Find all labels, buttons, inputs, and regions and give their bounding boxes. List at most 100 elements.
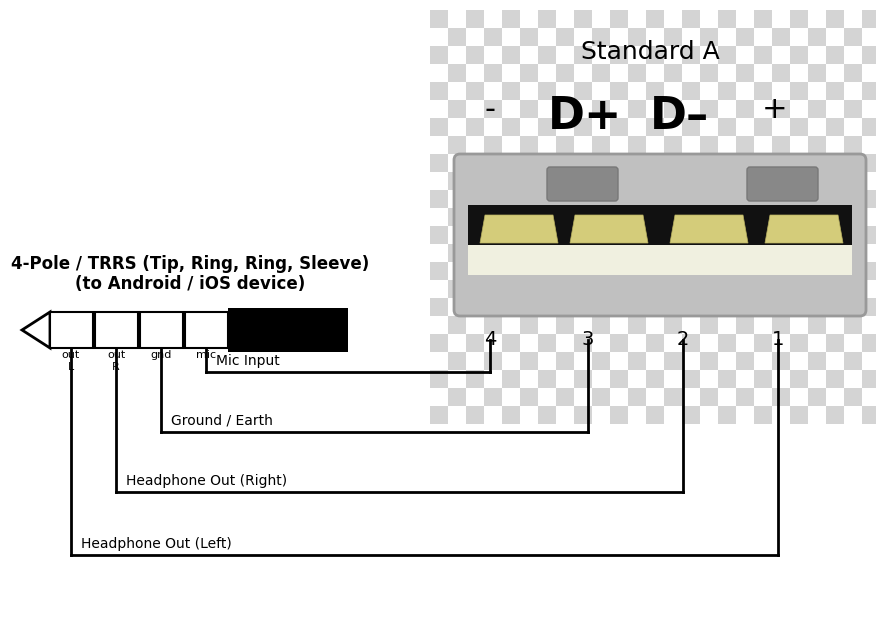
Bar (718, 154, 736, 172)
Bar (682, 370, 700, 388)
Bar (700, 298, 718, 316)
Bar (682, 82, 700, 100)
Bar (718, 28, 736, 46)
Bar (808, 352, 826, 370)
Bar (430, 28, 448, 46)
Bar (682, 352, 700, 370)
Bar (736, 406, 754, 424)
Bar (430, 10, 448, 28)
Bar (592, 244, 610, 262)
Bar (520, 190, 538, 208)
Bar (682, 280, 700, 298)
Bar (736, 46, 754, 64)
Bar (754, 334, 772, 352)
Bar (574, 100, 592, 118)
Bar (592, 154, 610, 172)
Bar (736, 262, 754, 280)
Bar (538, 28, 556, 46)
Bar (808, 46, 826, 64)
Text: gnd: gnd (151, 350, 172, 360)
Bar (736, 136, 754, 154)
Bar (466, 136, 484, 154)
Bar (646, 280, 664, 298)
Bar (556, 46, 574, 64)
Bar (538, 46, 556, 64)
Bar (538, 154, 556, 172)
Bar (430, 334, 448, 352)
Bar (484, 208, 502, 226)
Bar (754, 82, 772, 100)
Bar (520, 118, 538, 136)
Bar (610, 370, 628, 388)
Bar (790, 352, 808, 370)
Bar (448, 280, 466, 298)
Bar (430, 154, 448, 172)
Bar (502, 118, 520, 136)
Bar (844, 262, 862, 280)
Bar (754, 136, 772, 154)
Bar (808, 280, 826, 298)
Bar (700, 262, 718, 280)
Bar (574, 316, 592, 334)
Bar (538, 190, 556, 208)
Bar (754, 406, 772, 424)
Bar (682, 28, 700, 46)
Bar (718, 370, 736, 388)
Bar (502, 244, 520, 262)
Bar (430, 100, 448, 118)
Bar (430, 64, 448, 82)
Bar (808, 262, 826, 280)
Bar (790, 46, 808, 64)
Bar (538, 172, 556, 190)
Bar (646, 406, 664, 424)
Bar (520, 154, 538, 172)
Bar (430, 46, 448, 64)
Bar (520, 352, 538, 370)
FancyBboxPatch shape (747, 167, 818, 201)
Bar (700, 28, 718, 46)
Bar (430, 172, 448, 190)
Bar (466, 298, 484, 316)
Bar (682, 100, 700, 118)
Bar (646, 100, 664, 118)
Bar (718, 10, 736, 28)
Bar (790, 100, 808, 118)
Bar (448, 298, 466, 316)
Bar (628, 226, 646, 244)
Bar (844, 370, 862, 388)
Bar (772, 316, 790, 334)
Bar (754, 298, 772, 316)
Bar (844, 280, 862, 298)
Bar (556, 406, 574, 424)
Bar (682, 406, 700, 424)
Bar (646, 118, 664, 136)
FancyBboxPatch shape (454, 154, 866, 316)
Bar (700, 208, 718, 226)
Bar (808, 334, 826, 352)
Bar (682, 334, 700, 352)
Bar (862, 370, 876, 388)
Bar (448, 136, 466, 154)
Bar (574, 118, 592, 136)
Bar (646, 10, 664, 28)
Bar (556, 10, 574, 28)
Bar (574, 64, 592, 82)
Bar (520, 388, 538, 406)
Bar (664, 190, 682, 208)
Bar (502, 64, 520, 82)
Bar (682, 262, 700, 280)
Bar (862, 190, 876, 208)
Bar (484, 334, 502, 352)
Bar (520, 406, 538, 424)
Bar (754, 46, 772, 64)
Bar (430, 190, 448, 208)
Bar (574, 280, 592, 298)
Bar (682, 46, 700, 64)
Bar (844, 352, 862, 370)
Bar (790, 172, 808, 190)
Bar (664, 262, 682, 280)
Bar (556, 64, 574, 82)
Bar (520, 10, 538, 28)
Bar (502, 388, 520, 406)
Bar (772, 244, 790, 262)
